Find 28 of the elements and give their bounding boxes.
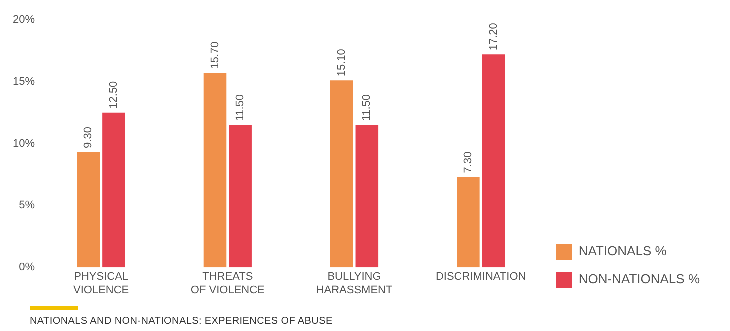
legend-label: NON-NATIONALS %	[578, 272, 700, 287]
x-tick-label: DISCRIMINATION	[436, 271, 526, 284]
data-label: 9.30	[82, 127, 95, 148]
bar	[77, 152, 100, 268]
y-tick-label: 15%	[12, 76, 36, 88]
bar	[204, 73, 227, 268]
data-label: 15.10	[336, 49, 348, 77]
x-tick-label: BULLYING HARASSMENT	[316, 271, 393, 296]
x-tick-label: THREATS OF VIOLENCE	[190, 271, 265, 296]
x-tick-label: PHYSICAL VIOLENCE	[73, 271, 130, 296]
text: NATIONALS AND NON-NATIONALS: EXPERIENCES OF ABUSE	[30, 316, 333, 327]
bar	[330, 80, 354, 268]
data-label: 15.70	[209, 42, 222, 70]
bar	[102, 112, 126, 268]
data-label: 11.50	[361, 94, 374, 122]
legend-label: NATIONALS %	[578, 244, 668, 259]
data-label: 17.20	[488, 23, 500, 51]
bar	[482, 54, 506, 268]
y-tick-label: 10%	[12, 138, 36, 150]
bar	[229, 125, 252, 268]
y-tick-label: 0%	[19, 262, 36, 274]
bar	[356, 125, 379, 268]
data-label: 12.50	[108, 81, 120, 109]
data-label: 7.30	[462, 152, 474, 174]
bar	[457, 177, 480, 268]
data-label: 11.50	[234, 94, 247, 122]
y-tick-label: 20%	[12, 14, 36, 26]
y-tick-label: 5%	[19, 200, 36, 212]
